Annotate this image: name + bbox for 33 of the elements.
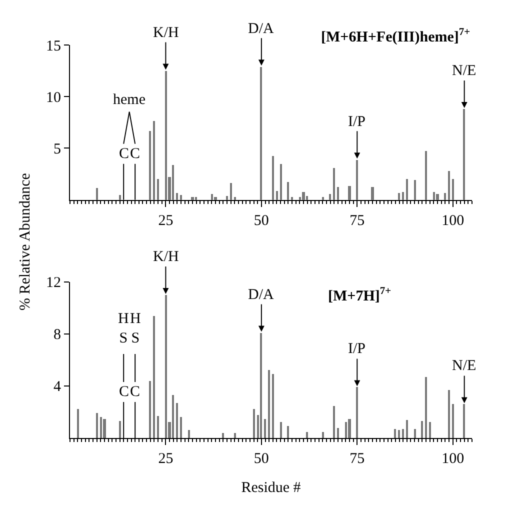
annotation: K/H (153, 249, 179, 265)
annotation: N/E (452, 63, 476, 79)
y-tick-label: 4 (54, 379, 62, 396)
annotation: D/A (248, 287, 274, 303)
x-tick-label: 100 (442, 451, 464, 467)
x-tick-label: 25 (158, 212, 174, 229)
annotation: D/A (248, 21, 274, 37)
y-axis-title: % Relative Abundance (18, 172, 34, 310)
chart-title: [M+6H+Fe(III)heme]$^{7+}$ (321, 27, 470, 46)
annotation: I/P (348, 114, 366, 130)
ref-line-label: C (130, 384, 140, 400)
x-tick-label: 75 (350, 212, 365, 229)
ref-line-label: C (119, 384, 130, 400)
x-tick-label: 75 (350, 451, 365, 467)
annotation: H S (118, 311, 129, 346)
x-axis-title: Residue # (241, 480, 302, 496)
x-tick-label: 25 (158, 451, 174, 467)
annotation: I/P (348, 341, 366, 357)
annotation: H S (130, 311, 141, 346)
annotation: K/H (153, 25, 179, 41)
annotation: heme (113, 92, 146, 108)
ref-line-label: C (119, 146, 130, 162)
chart-title: [M+7H]$^{7+}$ (328, 286, 392, 304)
y-tick-label: 5 (54, 141, 61, 158)
x-tick-label: 50 (254, 212, 269, 229)
x-tick-label: 100 (442, 212, 464, 229)
ref-line-label: C (130, 146, 140, 162)
y-tick-label: 15 (46, 38, 61, 54)
annotation: N/E (452, 358, 476, 374)
y-tick-label: 12 (46, 275, 61, 292)
y-tick-label: 8 (54, 327, 61, 344)
y-tick-label: 10 (46, 90, 61, 106)
x-tick-label: 50 (254, 451, 269, 467)
